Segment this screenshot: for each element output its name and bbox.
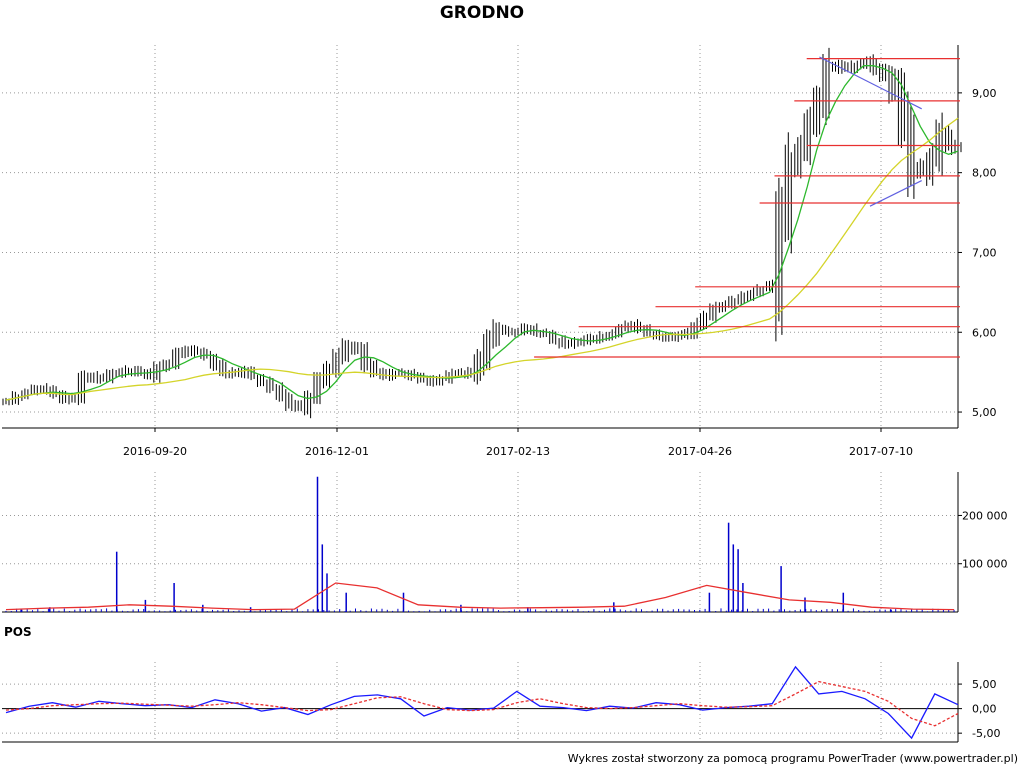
- x-tick-label: 2017-07-10: [849, 445, 913, 458]
- price-y-tick-label: 9,00: [972, 87, 997, 100]
- chart-title: GRODNO: [440, 3, 524, 23]
- chart-footer: Wykres został stworzony za pomocą progra…: [568, 752, 1018, 765]
- x-tick-label: 2017-02-13: [486, 445, 550, 458]
- volume-y-tick-label: 100 000: [962, 558, 1008, 571]
- pos-y-tick-label: -5,00: [972, 727, 1000, 740]
- trendline: [869, 180, 922, 207]
- trendline: [819, 56, 922, 110]
- price-y-tick-label: 7,00: [972, 246, 997, 259]
- price-y-tick-label: 5,00: [972, 406, 997, 419]
- pos-series-line: [5, 665, 959, 740]
- x-tick-label: 2017-04-26: [668, 445, 732, 458]
- moving-average-line: [5, 65, 959, 401]
- price-y-tick-label: 6,00: [972, 326, 997, 339]
- price-y-tick-label: 8,00: [972, 167, 997, 180]
- moving-average-line: [5, 117, 959, 401]
- pos-y-tick-label: 0,00: [972, 703, 997, 716]
- pos-panel-label: POS: [4, 625, 32, 639]
- pos-series-line: [5, 680, 959, 727]
- x-tick-label: 2016-12-01: [305, 445, 369, 458]
- volume-y-tick-label: 200 000: [962, 509, 1008, 522]
- volume-average-line: [5, 582, 955, 611]
- pos-y-tick-label: 5,00: [972, 678, 997, 691]
- x-tick-label: 2016-09-20: [123, 445, 187, 458]
